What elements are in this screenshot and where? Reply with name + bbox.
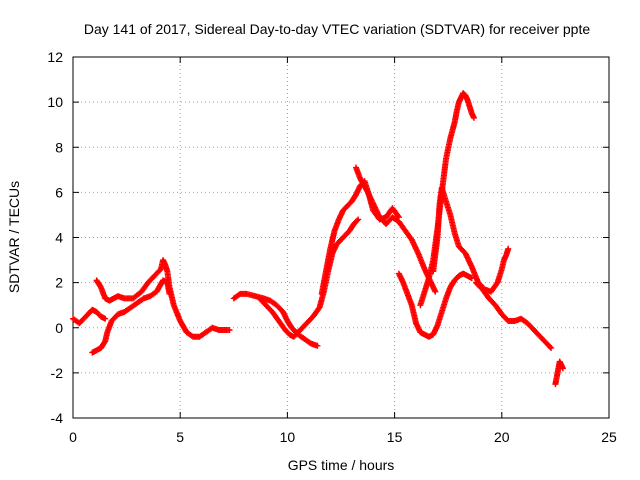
y-tick-label: 6 bbox=[55, 184, 63, 200]
data-marks bbox=[70, 90, 566, 388]
plus-marker bbox=[226, 327, 233, 334]
axis-ticks: 0 5 10 15 20 25 -4 -2 0 2 4 6 8 10 12 bbox=[47, 49, 617, 445]
series-trace-1 bbox=[70, 306, 109, 327]
plus-marker bbox=[548, 345, 555, 352]
x-tick-label: 5 bbox=[176, 429, 184, 445]
x-tick-label: 25 bbox=[601, 429, 617, 445]
series-trace-7 bbox=[353, 164, 439, 295]
plus-marker bbox=[354, 217, 361, 224]
plus-marker bbox=[432, 288, 439, 295]
y-tick-label: 0 bbox=[55, 320, 63, 336]
series-trace-12 bbox=[552, 358, 566, 388]
x-tick-label: 20 bbox=[494, 429, 510, 445]
y-tick-label: -4 bbox=[51, 410, 64, 426]
x-tick-label: 0 bbox=[69, 429, 77, 445]
series-trace-8 bbox=[395, 270, 475, 340]
series-trace-3 bbox=[93, 257, 233, 340]
plus-marker bbox=[547, 343, 554, 350]
plus-marker bbox=[102, 315, 109, 322]
y-tick-label: 2 bbox=[55, 275, 63, 291]
plus-marker bbox=[314, 342, 321, 349]
x-tick-label: 15 bbox=[387, 429, 403, 445]
y-tick-label: 4 bbox=[55, 230, 63, 246]
y-tick-label: 10 bbox=[47, 94, 63, 110]
plus-marker bbox=[470, 114, 477, 121]
plus-marker bbox=[505, 245, 512, 252]
y-tick-label: -2 bbox=[51, 365, 64, 381]
series-trace-5 bbox=[256, 216, 362, 340]
y-axis-label: SDTVAR / TECUs bbox=[6, 181, 22, 293]
plus-marker bbox=[355, 216, 362, 223]
x-tick-label: 10 bbox=[280, 429, 296, 445]
x-axis-label: GPS time / hours bbox=[288, 457, 395, 473]
y-tick-label: 8 bbox=[55, 139, 63, 155]
y-tick-label: 12 bbox=[47, 49, 63, 65]
chart-title: Day 141 of 2017, Sidereal Day-to-day VTE… bbox=[84, 21, 591, 37]
series-trace-11 bbox=[473, 279, 555, 352]
plus-marker bbox=[559, 365, 566, 372]
